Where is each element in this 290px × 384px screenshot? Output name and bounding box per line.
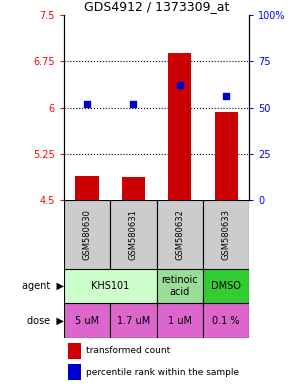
Text: DMSO: DMSO (211, 281, 241, 291)
Text: KHS101: KHS101 (91, 281, 129, 291)
Text: 1 uM: 1 uM (168, 316, 192, 326)
Bar (203, 200, 249, 269)
Bar (68, 364, 81, 380)
Bar (64, 303, 110, 338)
Bar (75, 176, 99, 200)
Bar (68, 343, 81, 359)
Bar (203, 303, 249, 338)
Point (85, 101, 89, 107)
Bar (64, 269, 157, 303)
Bar (122, 177, 145, 200)
Bar (215, 112, 238, 200)
Text: 0.1 %: 0.1 % (213, 316, 240, 326)
Text: 1.7 uM: 1.7 uM (117, 316, 150, 326)
Text: agent  ▶: agent ▶ (22, 281, 64, 291)
Text: dose  ▶: dose ▶ (27, 316, 64, 326)
Bar (64, 200, 110, 269)
Title: GDS4912 / 1373309_at: GDS4912 / 1373309_at (84, 0, 229, 13)
Text: GSM580631: GSM580631 (129, 209, 138, 260)
Bar (110, 200, 157, 269)
Bar (168, 53, 191, 200)
Bar (110, 303, 157, 338)
Point (131, 101, 136, 107)
Text: GSM580633: GSM580633 (222, 209, 231, 260)
Point (224, 93, 229, 99)
Text: retinoic
acid: retinoic acid (162, 275, 198, 297)
Bar (157, 269, 203, 303)
Text: GSM580632: GSM580632 (175, 209, 184, 260)
Bar (203, 269, 249, 303)
Text: GSM580630: GSM580630 (82, 209, 92, 260)
Text: percentile rank within the sample: percentile rank within the sample (86, 368, 239, 377)
Text: 5 uM: 5 uM (75, 316, 99, 326)
Bar (157, 303, 203, 338)
Bar (157, 200, 203, 269)
Text: transformed count: transformed count (86, 346, 170, 355)
Point (177, 82, 182, 88)
